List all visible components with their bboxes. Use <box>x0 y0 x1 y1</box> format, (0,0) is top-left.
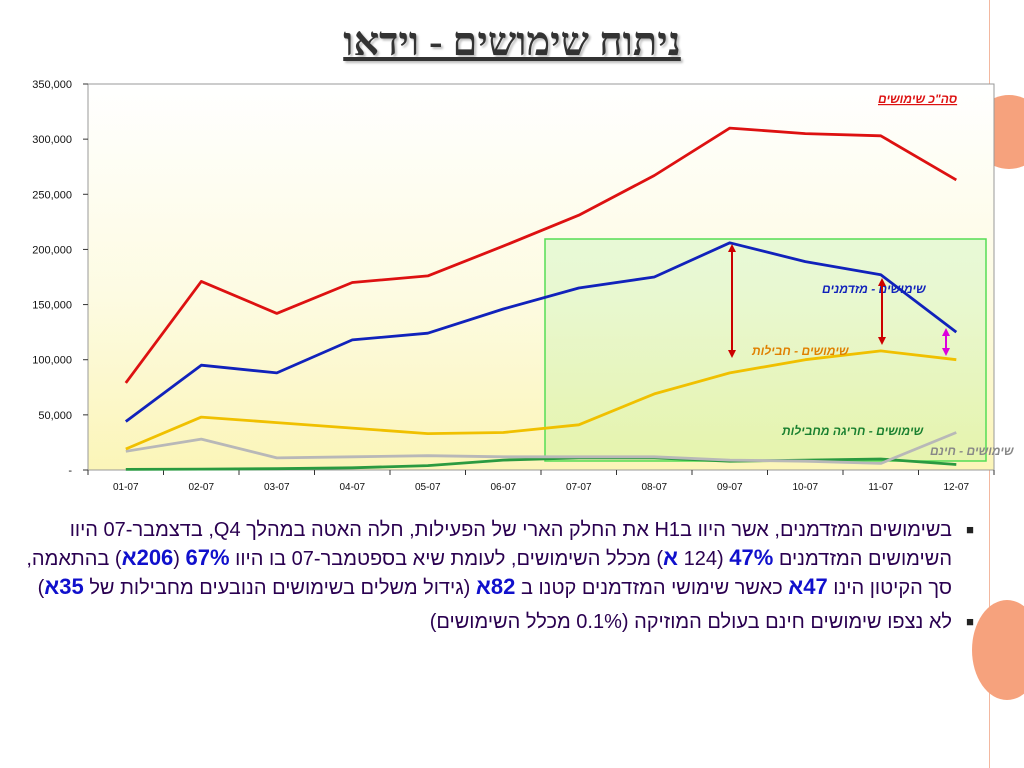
highlight-number: 47% <box>729 545 774 570</box>
bullet-text: ) <box>37 577 45 599</box>
series-line <box>124 126 958 384</box>
series-line <box>125 456 957 471</box>
arrow-head <box>878 337 886 345</box>
x-tick-label: 01-07 <box>113 482 139 493</box>
x-tick-label: 10-07 <box>792 482 818 493</box>
bullet-text: ) בהתאמה, סך הקיטון הינו <box>26 548 952 599</box>
highlight-number: 47א <box>788 574 828 599</box>
arrow-head <box>728 244 736 252</box>
x-tick-label: 06-07 <box>490 482 516 493</box>
highlight-number: א <box>663 545 679 570</box>
series-label: שימושים - מזדמנים <box>822 282 927 296</box>
bullet-item: ■ לא נצפו שימושים חינם בעולם המוזיקה (0.1… <box>26 608 976 636</box>
y-tick-label: 250,000 <box>32 189 72 201</box>
x-tick-label: 02-07 <box>188 482 214 493</box>
series-line <box>124 241 958 423</box>
bullet-text: ) מכלל השימושים, לעומת שיא בספטמבר-07 בו… <box>229 548 664 570</box>
bullet-item: ■ בשימושים המזדמנים, אשר היוו בH1 את החלק… <box>26 516 976 602</box>
x-tick-label: 11-07 <box>868 482 893 493</box>
plot-background <box>87 83 995 471</box>
series-label: סה"כ שימושים <box>878 92 958 106</box>
highlight-number: 67% <box>185 545 230 570</box>
highlight-number: 35א <box>44 574 84 599</box>
series-line <box>125 349 957 451</box>
x-tick-label: 12-07 <box>943 482 969 493</box>
bullet-text: (124 <box>678 548 730 570</box>
deco-circle-bottom <box>972 600 1024 700</box>
x-tick-label: 07-07 <box>566 482 592 493</box>
bullet-text: לא נצפו שימושים חינם בעולם המוזיקה (0.1%… <box>429 611 952 633</box>
y-tick-label: 200,000 <box>32 244 72 256</box>
line-chart: - 50,000 100,000 150,000 200,000 250,000 300,0… <box>32 79 1015 493</box>
highlight-number: 206א <box>121 545 174 570</box>
y-tick-label: 350,000 <box>32 79 72 91</box>
arrow-head <box>728 350 736 358</box>
bullet-text: ( <box>173 548 186 570</box>
series-label: שימושים - חבילות <box>751 344 850 358</box>
arrow-head <box>878 278 886 286</box>
bullet-marker-icon: ■ <box>966 522 974 537</box>
bullet-text: בשימושים המזדמנים, אשר היוו בH1 את החלק … <box>69 519 952 570</box>
bullet-text: כאשר שימושי המזדמנים קטנו ב <box>515 577 789 599</box>
highlight-box <box>544 238 987 462</box>
bullet-marker-icon: ■ <box>966 614 974 629</box>
series-label: שימושים - חריגה מחבילות <box>781 424 924 438</box>
x-tick-label: 04-07 <box>339 482 365 493</box>
y-tick-label: - <box>68 465 72 477</box>
y-tick-label: 150,000 <box>32 300 72 312</box>
arrow-head <box>942 328 950 336</box>
y-tick-label: 50,000 <box>38 410 72 422</box>
x-tick-label: 08-07 <box>641 482 667 493</box>
bullet-text: (גידול משלים בשימושים הנובעים מחבילות של <box>83 577 476 599</box>
bullet-list: ■ בשימושים המזדמנים, אשר היוו בH1 את החלק… <box>26 516 976 642</box>
y-tick-label: 100,000 <box>32 355 72 367</box>
x-tick-label: 03-07 <box>264 482 290 493</box>
series-label: שימושים - חינם <box>930 444 1015 458</box>
y-tick-label: 300,000 <box>32 134 72 146</box>
x-tick-label: 05-07 <box>415 482 441 493</box>
x-tick-label: 09-07 <box>717 482 743 493</box>
highlight-number: 82א <box>475 574 516 599</box>
arrow-head <box>942 348 950 356</box>
series-line <box>125 431 957 465</box>
page-title: ניתוח שימושים - וידאו <box>343 19 681 64</box>
